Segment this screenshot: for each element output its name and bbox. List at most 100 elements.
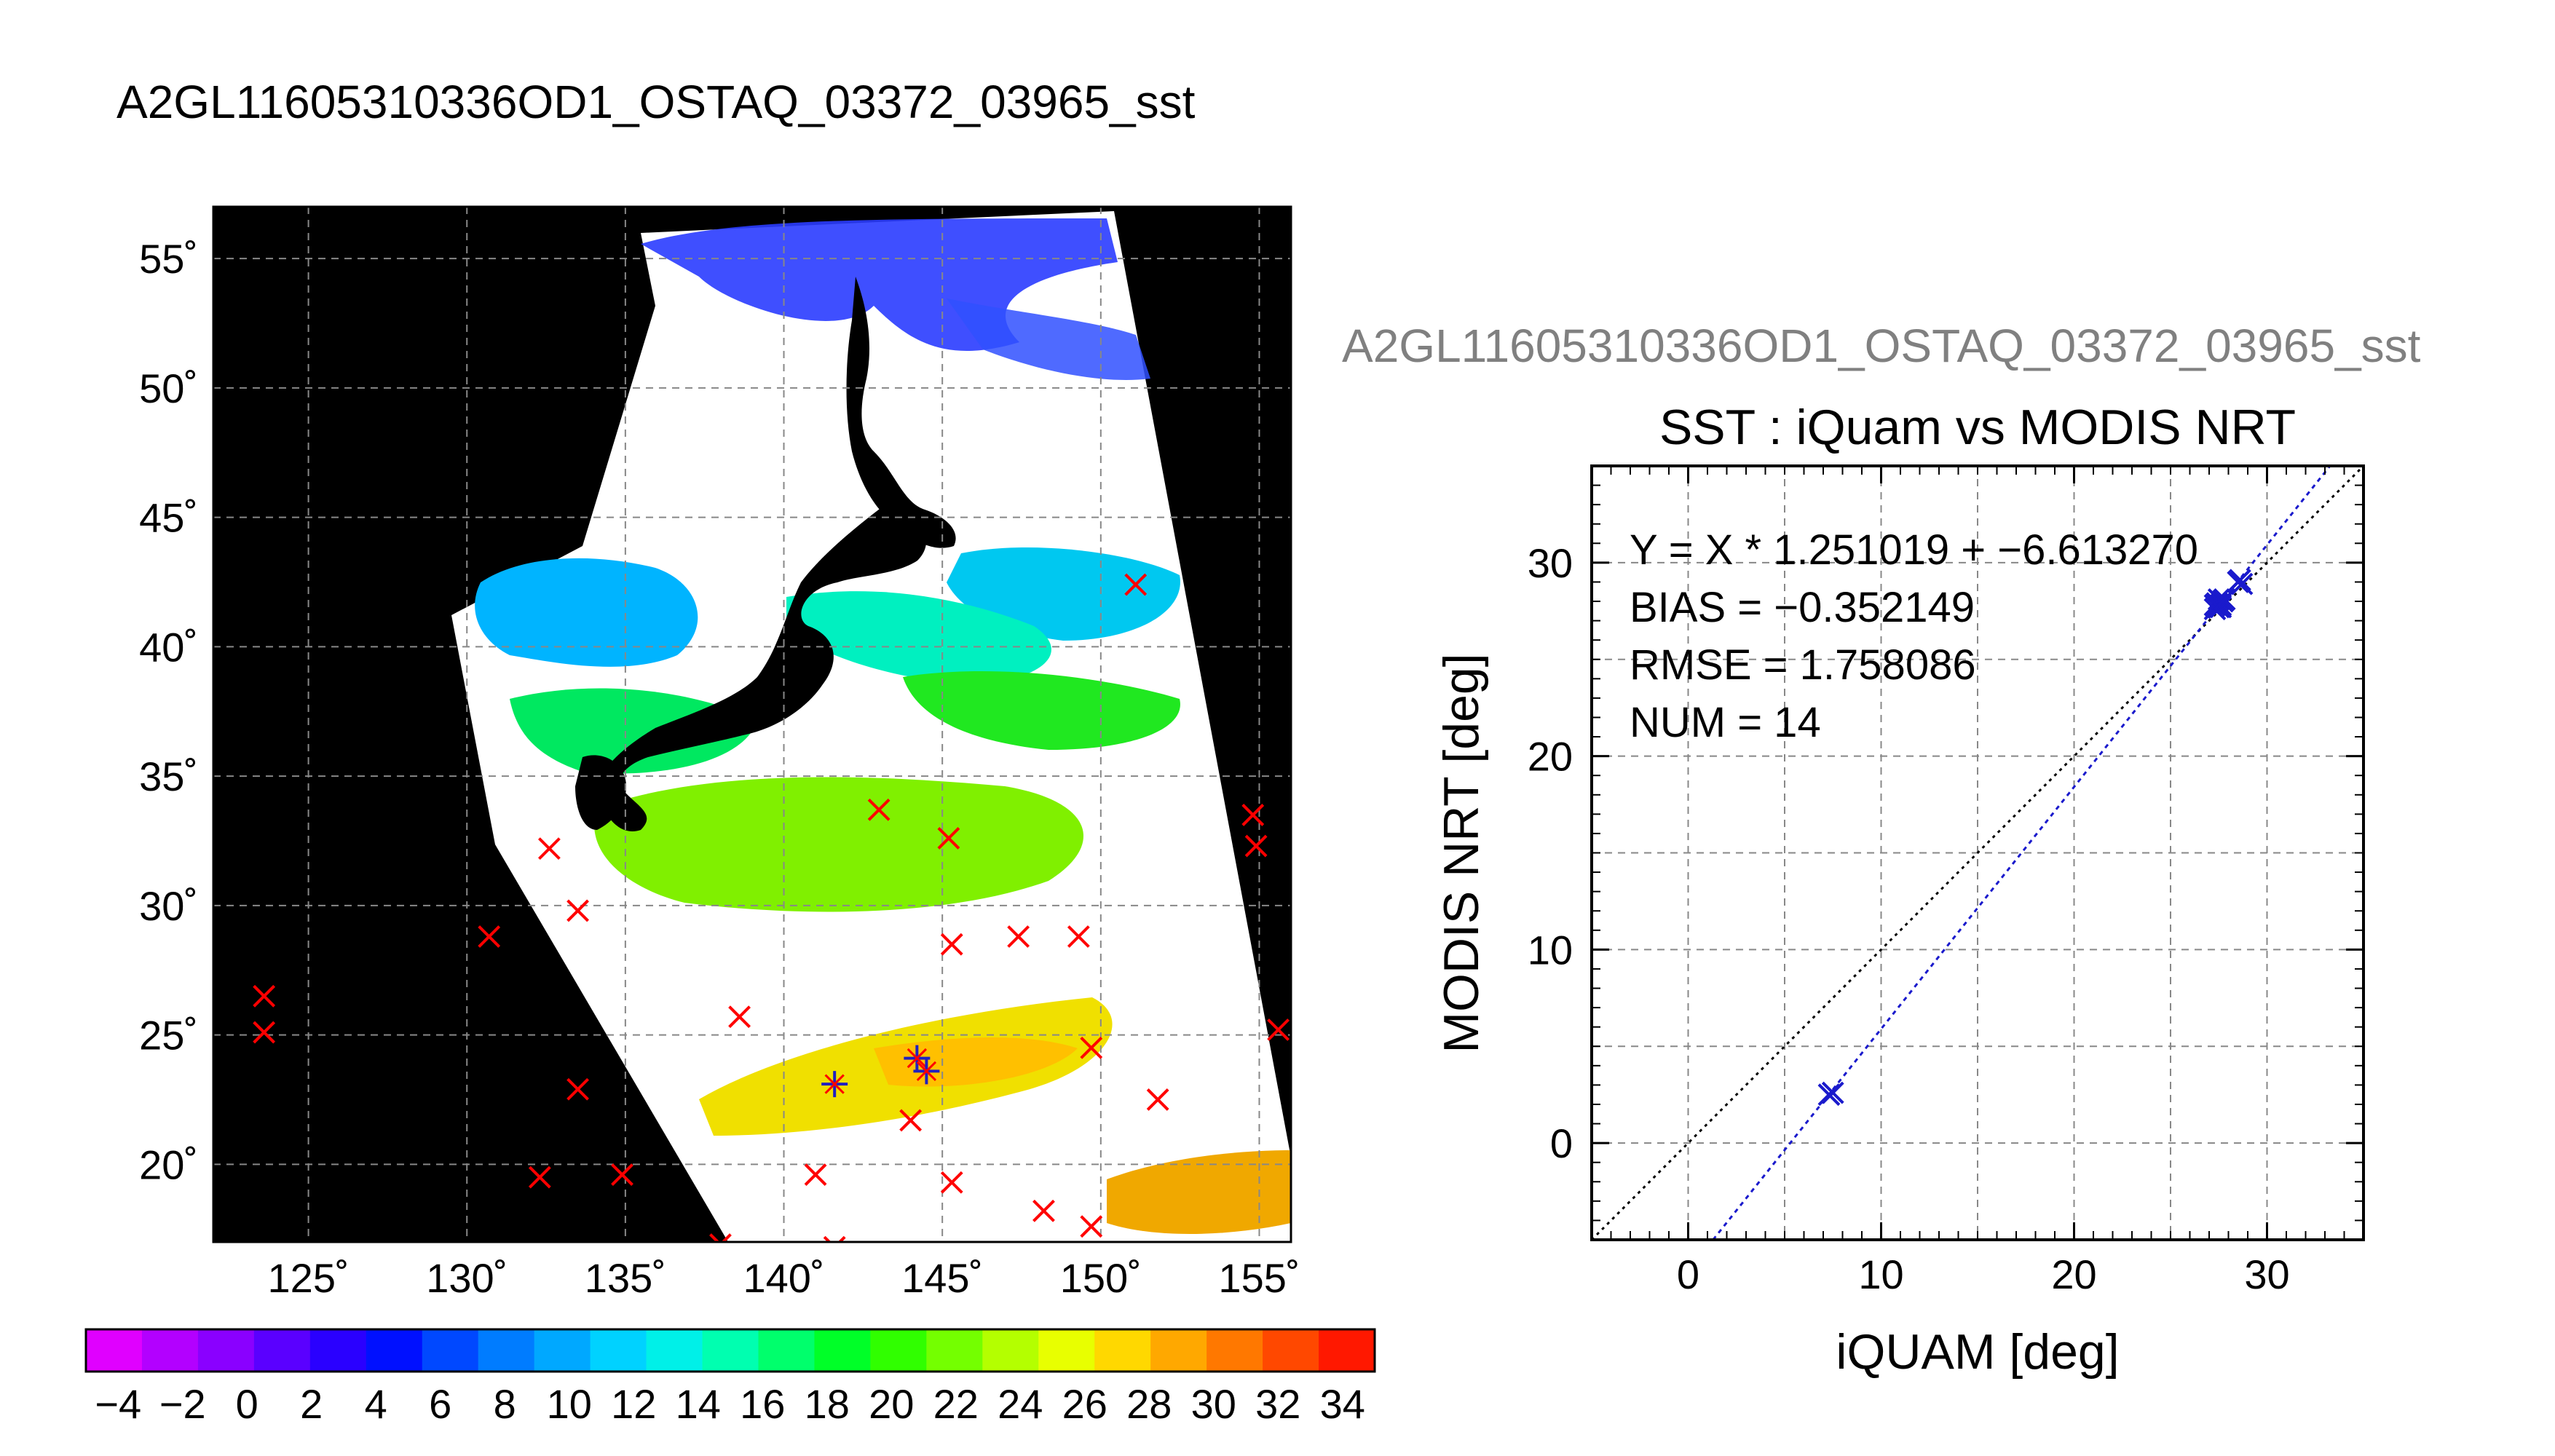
stats-bias: BIAS = −0.352149 xyxy=(1630,584,1975,631)
colorbar-tick-label: 16 xyxy=(740,1381,785,1427)
buoy-marker xyxy=(1146,1088,1169,1111)
map-lon-labels: 125˚ 130˚ 135˚ 140˚ 145˚ 150˚ 155˚ xyxy=(268,1255,1300,1301)
colorbar-tick-label: 30 xyxy=(1191,1381,1236,1427)
y-axis-label: MODIS NRT [deg] xyxy=(1434,653,1489,1053)
y-tick-label: 30 xyxy=(1528,540,1573,586)
map-gridlines xyxy=(213,207,1291,1242)
sst-patch-cyan xyxy=(475,558,698,667)
buoy-marker xyxy=(940,933,963,956)
lat-tick-label: 20˚ xyxy=(139,1142,198,1187)
colorbar-cell xyxy=(141,1329,199,1372)
one-to-one-line xyxy=(1592,466,2364,1240)
lat-tick-label: 45˚ xyxy=(139,495,198,541)
lat-tick-label: 55˚ xyxy=(139,236,198,282)
sst-patch-blue-east xyxy=(947,298,1150,380)
buoy-markers xyxy=(253,573,1290,1242)
scatter-point xyxy=(2213,587,2236,611)
x-axis-label: iQUAM [deg] xyxy=(1836,1324,2119,1380)
scatter-x-ticks: 0 10 20 30 xyxy=(1677,466,2290,1297)
scatter-minor-ticks xyxy=(1592,466,2364,1240)
buoy-marker xyxy=(1007,925,1030,948)
colorbar-cell xyxy=(814,1329,871,1372)
colorbar-cell xyxy=(982,1329,1039,1372)
colorbar-cell xyxy=(309,1329,367,1372)
buoy-marker xyxy=(940,1171,963,1194)
colorbar-cell xyxy=(926,1329,983,1372)
scatter-y-ticks: 0 10 20 30 xyxy=(1528,540,2364,1166)
colorbar-cell xyxy=(590,1329,647,1372)
sst-patch-green-east xyxy=(903,670,1180,750)
buoy-marker xyxy=(1241,804,1265,826)
colorbar-cell xyxy=(86,1329,143,1372)
lon-tick-label: 135˚ xyxy=(585,1255,666,1301)
matched-marker xyxy=(821,1071,848,1098)
lon-tick-label: 155˚ xyxy=(1218,1255,1300,1301)
buoy-marker xyxy=(899,1109,923,1132)
scatter-suptitle: A2GL11605310336OD1_OSTAQ_03372_03965_sst xyxy=(1342,320,2421,372)
lon-tick-label: 150˚ xyxy=(1060,1255,1142,1301)
colorbar-tick-label: 0 xyxy=(236,1381,258,1427)
sst-patch-orange-south xyxy=(1107,1150,1291,1234)
buoy-marker xyxy=(1244,834,1268,858)
colorbar-cell xyxy=(1319,1329,1375,1372)
colorbar-tick-label: 18 xyxy=(805,1381,850,1427)
buoy-marker xyxy=(528,1166,551,1189)
lat-tick-label: 40˚ xyxy=(139,624,198,670)
sst-patch-lime xyxy=(594,777,1083,912)
colorbar-cell xyxy=(758,1329,815,1372)
scatter-gridlines xyxy=(1592,466,2364,1240)
buoy-marker xyxy=(1032,1199,1055,1222)
colorbar-cell xyxy=(366,1329,423,1372)
buoy-marker xyxy=(566,899,590,922)
buoy-marker xyxy=(823,1235,846,1242)
buoy-marker xyxy=(728,1005,751,1029)
colorbar-cell xyxy=(646,1329,703,1372)
buoy-marker xyxy=(867,798,891,821)
colorbar-cell xyxy=(1038,1329,1095,1372)
stats-rmse: RMSE = 1.758086 xyxy=(1630,641,1976,689)
colorbar-cells xyxy=(86,1329,1375,1372)
buoy-marker xyxy=(253,1021,276,1044)
scatter-points xyxy=(1817,569,2254,1107)
colorbar-tick-label: 10 xyxy=(547,1381,592,1427)
colorbar-tick-label: 14 xyxy=(676,1381,721,1427)
colorbar-tick-label: 12 xyxy=(611,1381,656,1427)
buoy-marker xyxy=(804,1163,827,1186)
buoy-marker xyxy=(253,984,276,1008)
colorbar-cell xyxy=(1207,1329,1263,1372)
matched-marker xyxy=(904,1045,931,1072)
colorbar-cell xyxy=(422,1329,479,1372)
main-title: A2GL11605310336OD1_OSTAQ_03372_03965_sst xyxy=(117,76,1196,128)
colorbar-tick-label: −2 xyxy=(159,1381,206,1427)
x-tick-label: 10 xyxy=(1858,1251,1903,1297)
x-tick-label: 20 xyxy=(2051,1251,2096,1297)
colorbar-tick-label: 6 xyxy=(429,1381,451,1427)
buoy-marker xyxy=(1124,573,1148,596)
lon-tick-label: 130˚ xyxy=(426,1255,508,1301)
colorbar-frame xyxy=(84,1328,1376,1373)
colorbar-tick-label: 20 xyxy=(869,1381,914,1427)
colorbar-tick-label: 2 xyxy=(300,1381,323,1427)
colorbar-cell xyxy=(1094,1329,1151,1372)
map-lat-labels: 20˚ 25˚ 30˚ 35˚ 40˚ 45˚ 50˚ 55˚ xyxy=(139,236,198,1187)
buoy-marker xyxy=(1067,925,1090,948)
stats-fit-equation: Y = X * 1.251019 + −6.613270 xyxy=(1630,526,2198,574)
stats-num: NUM = 14 xyxy=(1630,699,1821,746)
y-tick-label: 20 xyxy=(1528,734,1573,780)
y-tick-label: 10 xyxy=(1528,927,1573,973)
scatter-title: SST : iQuam vs MODIS NRT xyxy=(1659,400,2296,455)
sst-map: 125˚ 130˚ 135˚ 140˚ 145˚ 150˚ 155˚ 20˚ 25˚ 30˚ 35… xyxy=(139,205,1300,1301)
swath-area xyxy=(451,211,1291,1242)
scatter-plot: 0 10 20 30 0 10 20 30 Y = X * 1.251019 + −6.61… xyxy=(1434,464,2365,1380)
map-frame xyxy=(212,205,1292,1243)
buoy-marker xyxy=(566,1077,590,1101)
colorbar-tick-label: −4 xyxy=(95,1381,141,1427)
colorbar-cell xyxy=(1263,1329,1319,1372)
lat-tick-label: 25˚ xyxy=(139,1013,198,1059)
lat-tick-label: 50˚ xyxy=(139,365,198,411)
lat-tick-label: 30˚ xyxy=(139,883,198,929)
colorbar-tick-label: 32 xyxy=(1255,1381,1300,1427)
buoy-marker xyxy=(709,1233,732,1242)
colorbar-tick-label: 8 xyxy=(494,1381,516,1427)
